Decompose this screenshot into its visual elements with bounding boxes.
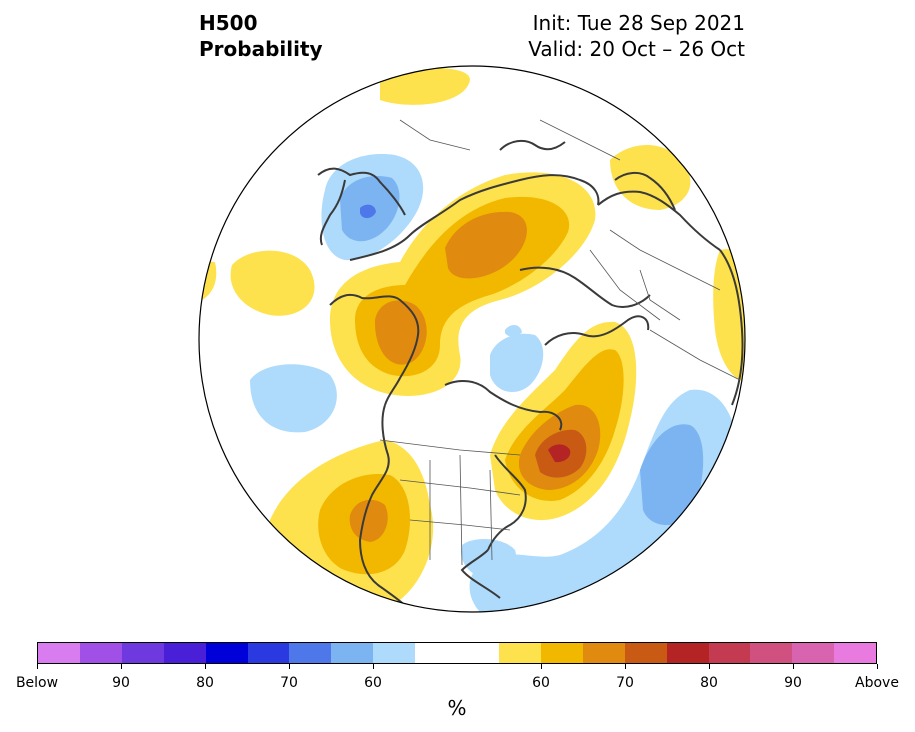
colorbar-tick-label: 90 (784, 675, 802, 691)
colorbar-tick-mark (288, 664, 290, 669)
colorbar (37, 642, 877, 664)
colorbar-tick-label: 60 (364, 675, 382, 691)
title-left: H500 Probability (199, 10, 323, 62)
colorbar-segment (582, 643, 625, 663)
colorbar-tick-mark (372, 664, 374, 669)
colorbar-tick-label: 60 (532, 675, 550, 691)
colorbar-segment (708, 643, 751, 663)
title-product: Probability (199, 37, 323, 61)
colorbar-tick-mark (120, 664, 122, 669)
probability-field (199, 66, 745, 612)
colorbar-unit: % (447, 696, 467, 720)
map-boundary (198, 65, 746, 613)
colorbar-segment (247, 643, 290, 663)
colorbar-segment (205, 643, 248, 663)
colorbar-tick-label: 70 (616, 675, 634, 691)
colorbar-tick-label: Above (855, 675, 899, 691)
colorbar-segment (666, 643, 709, 663)
colorbar-tick-mark (792, 664, 794, 669)
valid-range: Valid: 20 Oct – 26 Oct (528, 37, 745, 61)
colorbar-tick-mark (540, 664, 542, 669)
colorbar-tick-mark (36, 664, 38, 669)
colorbar-tick-mark (708, 664, 710, 669)
colorbar-segment (457, 643, 499, 663)
colorbar-segment (373, 643, 416, 663)
title-right: Init: Tue 28 Sep 2021 Valid: 20 Oct – 26… (528, 10, 745, 62)
colorbar-segment (415, 643, 458, 663)
colorbar-tick-mark (204, 664, 206, 669)
colorbar-tick-mark (876, 664, 878, 669)
colorbar-segment (38, 643, 80, 663)
colorbar-tick-label: 80 (196, 675, 214, 691)
colorbar-segment (624, 643, 667, 663)
colorbar-tick-label: Below (15, 675, 59, 691)
title-variable: H500 (199, 11, 258, 35)
below-normal-areas (250, 154, 738, 612)
colorbar-tick-label: 70 (280, 675, 298, 691)
colorbar-segment (163, 643, 206, 663)
polar-map (198, 65, 746, 613)
colorbar-segment (540, 643, 583, 663)
colorbar-segment (331, 643, 374, 663)
colorbar-segment (121, 643, 164, 663)
coastlines (317, 139, 744, 611)
colorbar-segment (498, 643, 541, 663)
colorbar-segment (289, 643, 332, 663)
colorbar-segment (750, 643, 793, 663)
colorbar-segment (792, 643, 835, 663)
colorbar-tick-mark (624, 664, 626, 669)
above-normal-areas (199, 68, 745, 612)
colorbar-tick-label: 80 (700, 675, 718, 691)
political-borders (379, 119, 741, 566)
colorbar-segment (834, 643, 877, 663)
colorbar-tick-label: 90 (112, 675, 130, 691)
init-date: Init: Tue 28 Sep 2021 (532, 11, 745, 35)
colorbar-segment (79, 643, 122, 663)
